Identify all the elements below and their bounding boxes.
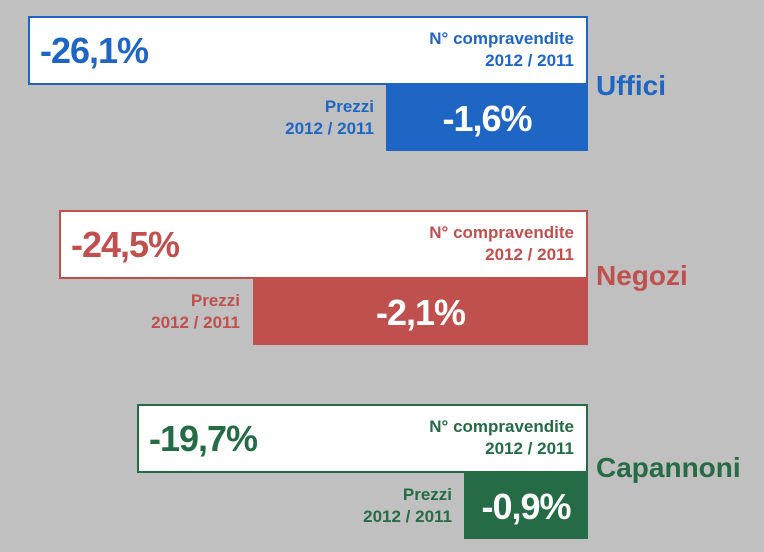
volume-value-negozi: -24,5%: [71, 224, 180, 265]
volume-box-negozi: -24,5% N° compravendite 2012 / 2011: [59, 210, 588, 279]
price-value-negozi: -2,1%: [375, 292, 466, 333]
price-labels-uffici: Prezzi 2012 / 2011: [200, 96, 374, 140]
volume-labels-negozi: N° compravendite 2012 / 2011: [429, 222, 574, 266]
price-labels-negozi: Prezzi 2012 / 2011: [60, 290, 240, 334]
price-title-negozi: Prezzi: [190, 291, 240, 310]
price-value-capannoni: -0,9%: [481, 486, 571, 527]
price-labels-capannoni: Prezzi 2012 / 2011: [270, 484, 452, 528]
volume-labels-capannoni: N° compravendite 2012 / 2011: [429, 416, 574, 460]
volume-box-capannoni: -19,7% N° compravendite 2012 / 2011: [137, 404, 588, 473]
price-title-capannoni: Prezzi: [402, 485, 452, 504]
volume-title-uffici: N° compravendite: [429, 29, 574, 48]
category-label-uffici: Uffici: [596, 70, 666, 101]
category-label-capannoni: Capannoni: [596, 452, 741, 483]
volume-period-negozi: 2012 / 2011: [485, 245, 574, 264]
price-period-negozi: 2012 / 2011: [151, 313, 240, 332]
price-box-negozi: -2,1%: [253, 279, 588, 345]
volume-value-capannoni: -19,7%: [149, 418, 258, 459]
volume-title-negozi: N° compravendite: [429, 223, 574, 242]
price-period-capannoni: 2012 / 2011: [363, 507, 452, 526]
volume-labels-uffici: N° compravendite 2012 / 2011: [429, 28, 574, 72]
volume-box-uffici: -26,1% N° compravendite 2012 / 2011: [28, 16, 588, 85]
price-box-uffici: -1,6%: [386, 85, 588, 151]
volume-period-uffici: 2012 / 2011: [485, 51, 574, 70]
price-title-uffici: Prezzi: [324, 97, 374, 116]
price-period-uffici: 2012 / 2011: [285, 119, 374, 138]
category-label-negozi: Negozi: [596, 260, 688, 291]
volume-period-capannoni: 2012 / 2011: [485, 439, 574, 458]
price-value-uffici: -1,6%: [442, 98, 532, 139]
volume-value-uffici: -26,1%: [40, 30, 149, 71]
volume-title-capannoni: N° compravendite: [429, 417, 574, 436]
price-box-capannoni: -0,9%: [464, 473, 588, 539]
